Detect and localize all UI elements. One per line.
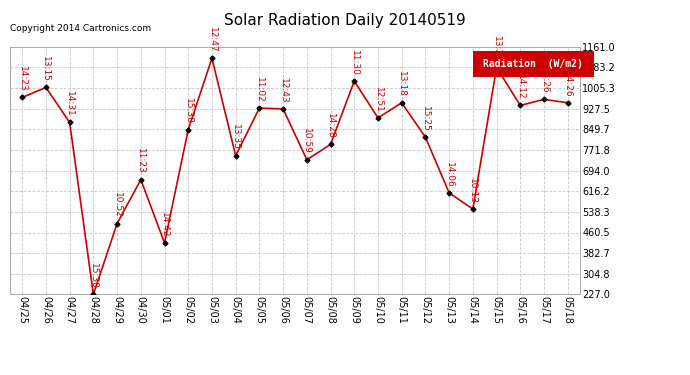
Text: 10:13: 10:13 — [469, 178, 477, 204]
Text: 13:18: 13:18 — [397, 71, 406, 97]
Text: 12:47: 12:47 — [208, 27, 217, 53]
Text: 14:28: 14:28 — [326, 113, 335, 139]
Text: 14:06: 14:06 — [444, 162, 453, 188]
Text: 13:32: 13:32 — [492, 36, 501, 62]
Text: 14:12: 14:12 — [516, 74, 525, 100]
Text: 10:59: 10:59 — [302, 128, 311, 154]
Text: 15:30: 15:30 — [89, 263, 98, 289]
Text: 11:30: 11:30 — [350, 50, 359, 75]
Text: 11:02: 11:02 — [255, 77, 264, 102]
Text: 14:31: 14:31 — [65, 91, 74, 117]
Text: 14:26: 14:26 — [540, 68, 549, 94]
Text: 13:15: 13:15 — [41, 56, 50, 82]
Text: 13:35: 13:35 — [231, 124, 240, 150]
Text: 15:38: 15:38 — [184, 98, 193, 124]
Text: 14:42: 14:42 — [160, 212, 169, 237]
Text: 10:52: 10:52 — [112, 192, 121, 218]
Text: Solar Radiation Daily 20140519: Solar Radiation Daily 20140519 — [224, 13, 466, 28]
Text: 12:43: 12:43 — [279, 78, 288, 104]
Text: 12:51: 12:51 — [373, 87, 382, 112]
Text: 14:26: 14:26 — [563, 72, 572, 97]
Text: 11:23: 11:23 — [137, 148, 146, 174]
Text: Radiation  (W/m2): Radiation (W/m2) — [483, 59, 583, 69]
Text: 15:25: 15:25 — [421, 106, 430, 132]
Text: Copyright 2014 Cartronics.com: Copyright 2014 Cartronics.com — [10, 24, 152, 33]
Text: 14:23: 14:23 — [18, 66, 27, 92]
